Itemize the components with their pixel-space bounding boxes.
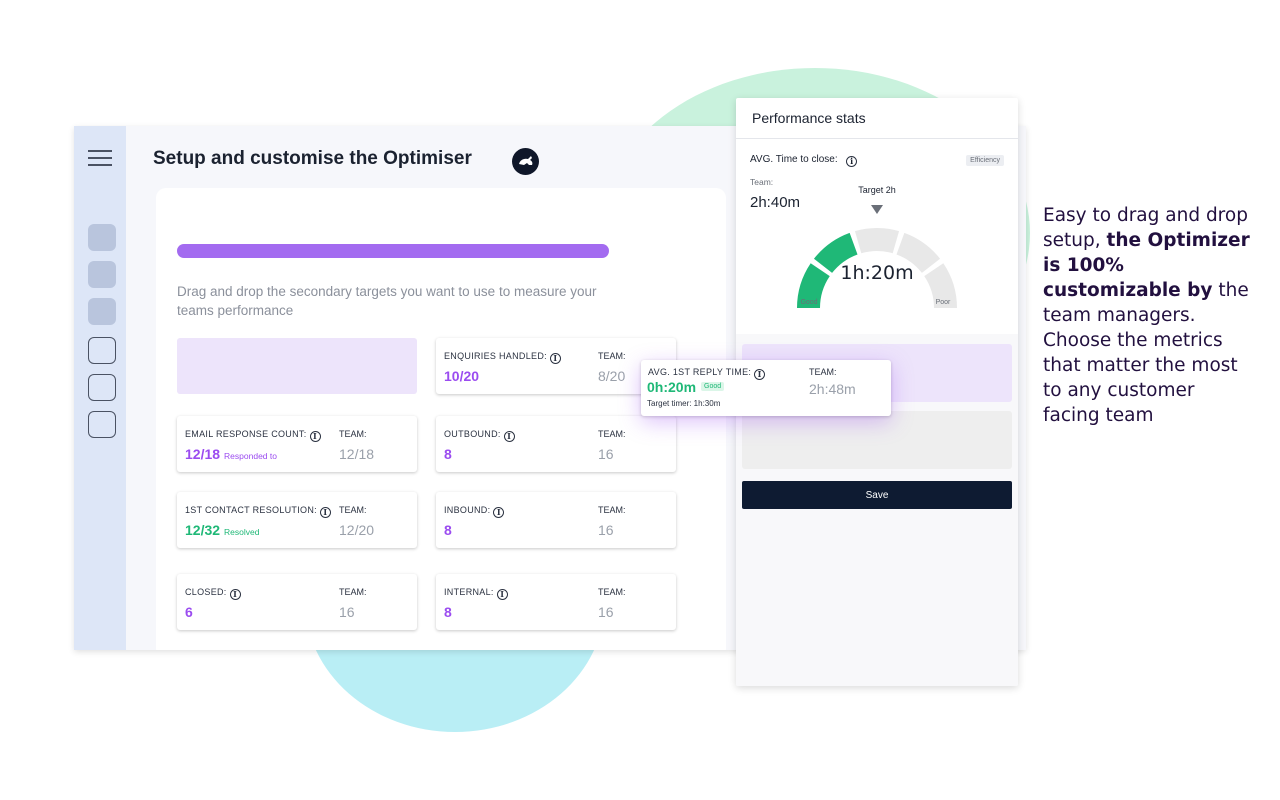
info-icon[interactable]: i [549, 353, 561, 364]
tile-team-value: 12/18 [339, 446, 375, 462]
gauge-segment [896, 232, 941, 273]
gauge-value: 1h:20m [840, 262, 913, 284]
gauge-good-label: Good [800, 299, 817, 306]
tile-team-value: 16 [339, 604, 355, 620]
tile-team-value: 16 [598, 522, 614, 538]
tile-value: 12/18 [185, 446, 221, 462]
tile-value: 8 [444, 446, 452, 462]
info-icon[interactable]: i [846, 156, 858, 167]
tile-team-label: TEAM: [598, 587, 626, 597]
info-icon[interactable]: i [309, 431, 321, 442]
drag-card-team-label: TEAM: [809, 367, 837, 377]
hamburger-menu-icon[interactable] [88, 150, 112, 168]
metric-tile-first-contact-resolution[interactable]: 1ST CONTACT RESOLUTION: i TEAM: 12/32 Reso… [177, 492, 417, 548]
gauge-segment [924, 263, 957, 308]
sidebar [74, 126, 126, 650]
save-button[interactable]: Save [742, 481, 1012, 509]
info-icon[interactable]: i [319, 507, 331, 518]
marketing-intro: Easy to drag and drop setup, [1043, 205, 1248, 251]
gauge-segments [797, 228, 957, 308]
time-to-close-gauge: Target 2h 1h:20m Good Poor [797, 185, 957, 308]
tile-label: CLOSED: [185, 587, 227, 597]
tile-value-suffix: Resolved [224, 527, 260, 537]
info-icon[interactable]: i [229, 589, 241, 600]
tile-value: 6 [185, 604, 193, 620]
sidebar-slot-empty[interactable] [88, 374, 116, 401]
drag-card-target: Target timer: 1h:30m [647, 399, 721, 408]
tile-team-label: TEAM: [339, 429, 367, 439]
sidebar-slot-empty[interactable] [88, 337, 116, 364]
sidebar-slot-filled[interactable] [88, 261, 116, 288]
info-icon[interactable]: i [493, 507, 505, 518]
gauge-segment [797, 263, 830, 308]
dragged-metric-card-avg-first-reply-time[interactable]: AVG. 1ST REPLY TIME: i TEAM: 0h:20m Good … [641, 360, 891, 416]
panel-title: Performance stats [752, 110, 866, 126]
gauge-segment [813, 232, 858, 273]
tile-label: INTERNAL: [444, 587, 494, 597]
metric-label: AVG. Time to close: [750, 154, 838, 165]
tile-team-value: 12/20 [339, 522, 375, 538]
tile-team-value: 16 [598, 604, 614, 620]
setup-progress-bar [177, 244, 609, 258]
metric-tile-email-response-count[interactable]: EMAIL RESPONSE COUNT: i TEAM: 12/18 Respon… [177, 416, 417, 472]
efficiency-tag: Efficiency [966, 155, 1004, 166]
drop-zone-empty[interactable] [742, 411, 1012, 469]
gauge-target-label: Target 2h [858, 185, 896, 195]
metric-tile-outbound[interactable]: OUTBOUND: i TEAM: 8 16 [436, 416, 676, 472]
tile-label: INBOUND: [444, 505, 491, 515]
setup-progress-fill [177, 244, 609, 258]
tile-value-suffix: Responded to [224, 451, 277, 461]
tile-team-label: TEAM: [339, 505, 367, 515]
tile-team-label: TEAM: [598, 429, 626, 439]
sidebar-slot-empty[interactable] [88, 411, 116, 438]
marketing-bold: the Optimizer is 100% customizable by [1043, 230, 1250, 301]
gauge-poor-label: Poor [936, 299, 951, 306]
tile-value: 8 [444, 604, 452, 620]
tile-label: EMAIL RESPONSE COUNT: [185, 429, 307, 439]
page-title: Setup and customise the Optimiser [153, 148, 472, 169]
sidebar-slot-filled[interactable] [88, 224, 116, 251]
drag-card-label: AVG. 1ST REPLY TIME: [648, 367, 752, 377]
empty-drop-slot[interactable] [177, 338, 417, 394]
tile-value: 8 [444, 522, 452, 538]
drag-card-value: 0h:20m [647, 379, 697, 395]
tile-label: ENQUIRIES HANDLED: [444, 351, 547, 361]
info-icon[interactable]: i [496, 589, 508, 600]
metric-tile-inbound[interactable]: INBOUND: i TEAM: 8 16 [436, 492, 676, 548]
tile-team-value: 8/20 [598, 368, 626, 384]
tile-label: OUTBOUND: [444, 429, 501, 439]
content-card: Drag and drop the secondary targets you … [156, 188, 726, 650]
sidebar-slot-filled[interactable] [88, 298, 116, 325]
divider [736, 138, 1018, 139]
metric-tile-enquiries-handled[interactable]: ENQUIRIES HANDLED: i TEAM: 10/20 8/20 [436, 338, 676, 394]
tile-label: 1ST CONTACT RESOLUTION: [185, 505, 317, 515]
good-badge: Good [701, 382, 725, 391]
info-icon[interactable]: i [754, 369, 766, 380]
tile-team-label: TEAM: [598, 505, 626, 515]
team-time-value: 2h:40m [750, 194, 801, 211]
gauge-target-marker-icon [871, 205, 883, 214]
brand-logo-icon [512, 148, 539, 175]
marketing-outro: the team managers. Choose the metrics th… [1043, 280, 1249, 426]
team-label: Team: [750, 177, 774, 187]
instruction-text: Drag and drop the secondary targets you … [177, 284, 597, 318]
gauge-segment [854, 228, 900, 254]
tile-team-label: TEAM: [598, 351, 626, 361]
metric-tile-closed[interactable]: CLOSED: i TEAM: 6 16 [177, 574, 417, 630]
marketing-copy: Easy to drag and drop setup, the Optimiz… [1043, 203, 1253, 428]
tile-team-value: 16 [598, 446, 614, 462]
drag-card-team-value: 2h:48m [809, 381, 856, 397]
info-icon[interactable]: i [503, 431, 515, 442]
tile-value: 10/20 [444, 368, 480, 384]
metric-tile-internal[interactable]: INTERNAL: i TEAM: 8 16 [436, 574, 676, 630]
tile-team-label: TEAM: [339, 587, 367, 597]
tile-value: 12/32 [185, 522, 221, 538]
